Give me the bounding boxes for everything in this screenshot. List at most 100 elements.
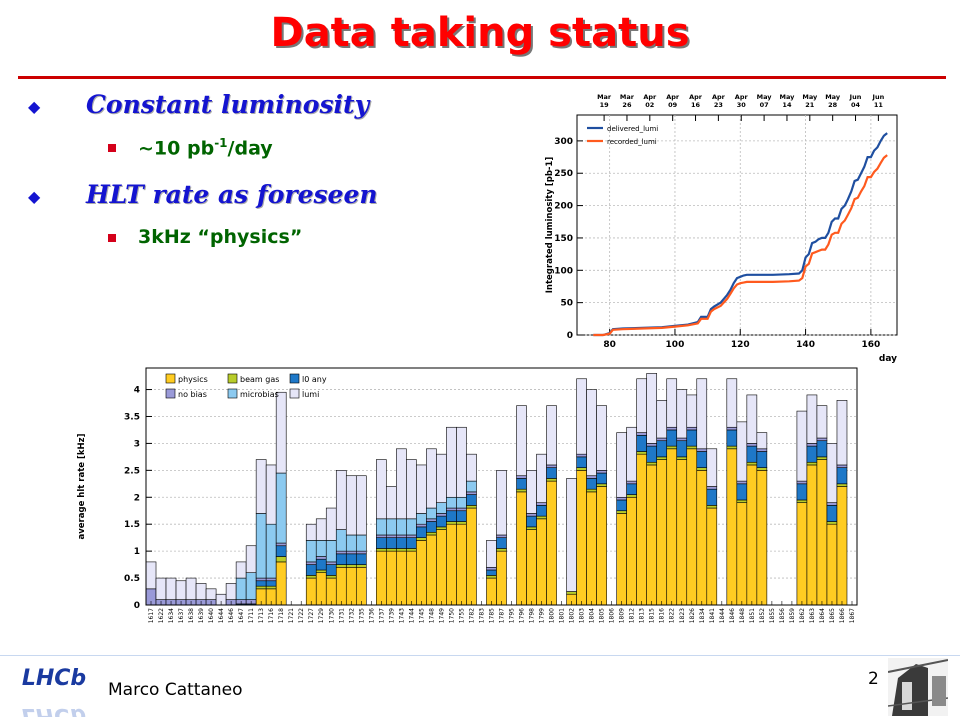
bar-segment-no-bias: [536, 502, 547, 506]
bar-segment-physics: [636, 453, 648, 606]
bar-segment-lumi: [576, 378, 587, 455]
bar-segment-physics: [656, 459, 668, 606]
x-tick-label: 1841: [709, 608, 716, 623]
bar-segment-no-bias: [696, 448, 708, 452]
bar-segment-l0-any: [456, 510, 467, 522]
bar-segment-no-bias: [806, 443, 818, 447]
x-tick-label: 1716: [268, 608, 275, 623]
y-axis-label: Integrated luminosity [pb-1]: [545, 157, 555, 294]
x-tick-label: 1737: [378, 608, 385, 623]
bar-segment-l0-any: [746, 445, 758, 463]
x-tick-label: 1644: [218, 608, 225, 623]
y-tick-label: 50: [560, 299, 573, 309]
bar-segment-physics: [496, 550, 507, 606]
x-tick-label: 1732: [348, 608, 355, 623]
bar-segment-physics: [486, 577, 497, 606]
bar-segment-physics: [275, 561, 287, 606]
bar-segment-beam-gas: [806, 461, 818, 466]
top-axis-day: 19: [600, 101, 610, 109]
bar-segment-l0-any: [756, 451, 768, 468]
x-tick-label: 1805: [599, 608, 606, 623]
top-axis-day: 30: [737, 101, 747, 109]
bar-segment-no-bias: [656, 437, 668, 442]
x-tick-label: 1617: [148, 608, 155, 623]
slide-title: Data taking status: [270, 10, 690, 56]
bar-segment-microbias: [315, 540, 327, 557]
author-name: Marco Cattaneo: [108, 680, 243, 700]
x-tick-label: 1750: [448, 608, 455, 623]
bar-segment-beam-gas: [526, 526, 537, 530]
bar-segment-beam-gas: [416, 537, 427, 541]
sub-bullet-text: 3kHz “physics”: [138, 226, 303, 248]
bar-segment-beam-gas: [345, 564, 357, 568]
bar-segment-beam-gas: [516, 488, 527, 493]
bar-segment-l0-any: [325, 564, 337, 576]
top-axis-day: 26: [622, 101, 632, 109]
bar-segment-l0-any: [676, 440, 688, 458]
bar-segment-lumi: [145, 561, 157, 590]
bar-segment-l0-any: [706, 488, 718, 506]
top-axis-day: 14: [782, 101, 792, 109]
x-tick-label: 1730: [328, 608, 335, 623]
bar-segment-no-bias: [666, 426, 678, 431]
bar-segment-no-bias: [265, 577, 277, 582]
x-tick-label: 1855: [769, 608, 776, 623]
legend-label: microbias: [240, 390, 279, 399]
legend-swatch: [289, 388, 300, 399]
x-tick-label: 1867: [849, 608, 856, 623]
top-axis-month: May: [780, 93, 796, 101]
bar-segment-no-bias: [816, 437, 828, 442]
bar-segment-l0-any: [275, 545, 287, 557]
x-tick-label: 1822: [669, 608, 676, 623]
footer-divider: [0, 655, 960, 656]
bar-segment-no-bias: [746, 443, 758, 447]
bar-segment-physics: [626, 496, 637, 606]
bar-segment-no-bias: [335, 550, 347, 555]
y-tick-label: 0: [134, 601, 140, 611]
bar-segment-lumi: [686, 394, 698, 428]
bar-segment-physics: [806, 464, 818, 606]
bar-segment-l0-any: [265, 580, 277, 587]
bar-segment-l0-any: [656, 440, 668, 458]
bullet-item: ◆ Constant luminosity: [28, 90, 508, 132]
bar-segment-beam-gas: [546, 478, 557, 482]
y-tick-label: 3: [134, 439, 140, 449]
x-tick-label: 1859: [789, 608, 796, 623]
bar-segment-no-bias: [426, 518, 437, 522]
bar-segment-lumi: [836, 400, 848, 466]
bar-segment-microbias: [345, 534, 357, 552]
bar-segment-no-bias: [586, 475, 597, 479]
bar-segment-lumi: [205, 588, 217, 600]
bar-segment-physics: [355, 567, 367, 606]
top-axis-month: Mar: [597, 93, 612, 101]
bar-segment-lumi: [195, 583, 207, 600]
x-tick-label: 1823: [679, 608, 686, 623]
bar-segment-microbias: [265, 523, 277, 579]
bar-segment-beam-gas: [616, 510, 627, 514]
bar-segment-beam-gas: [315, 569, 327, 573]
bar-segment-beam-gas: [466, 505, 477, 509]
bar-segment-l0-any: [496, 537, 507, 549]
bar-segment-beam-gas: [446, 521, 457, 525]
top-axis-month: Jun: [872, 93, 885, 101]
bar-segment-no-bias: [305, 561, 317, 565]
bar-segment-no-bias: [516, 475, 527, 479]
x-tick-label: 1785: [489, 608, 496, 623]
bar-segment-physics: [466, 507, 477, 606]
bar-segment-beam-gas: [736, 499, 748, 503]
bar-segment-l0-any: [355, 553, 367, 565]
bar-segment-lumi: [185, 577, 197, 600]
x-tick-label: 1846: [729, 608, 736, 623]
x-tick-label: 1727: [308, 608, 315, 623]
x-tick-label: 1749: [438, 608, 445, 623]
top-axis-month: Mar: [620, 93, 635, 101]
svg-text:LHCb: LHCb: [22, 703, 86, 717]
x-tick-label: 1640: [208, 608, 215, 623]
bar-segment-lumi: [546, 405, 557, 466]
bar-segment-lumi: [466, 453, 477, 482]
bar-segment-no-bias: [315, 556, 327, 560]
x-tick-label: 1864: [819, 608, 826, 623]
x-tick-label: 1755: [458, 608, 465, 623]
chart-background: [537, 80, 907, 365]
bar-segment-lumi: [436, 453, 447, 503]
